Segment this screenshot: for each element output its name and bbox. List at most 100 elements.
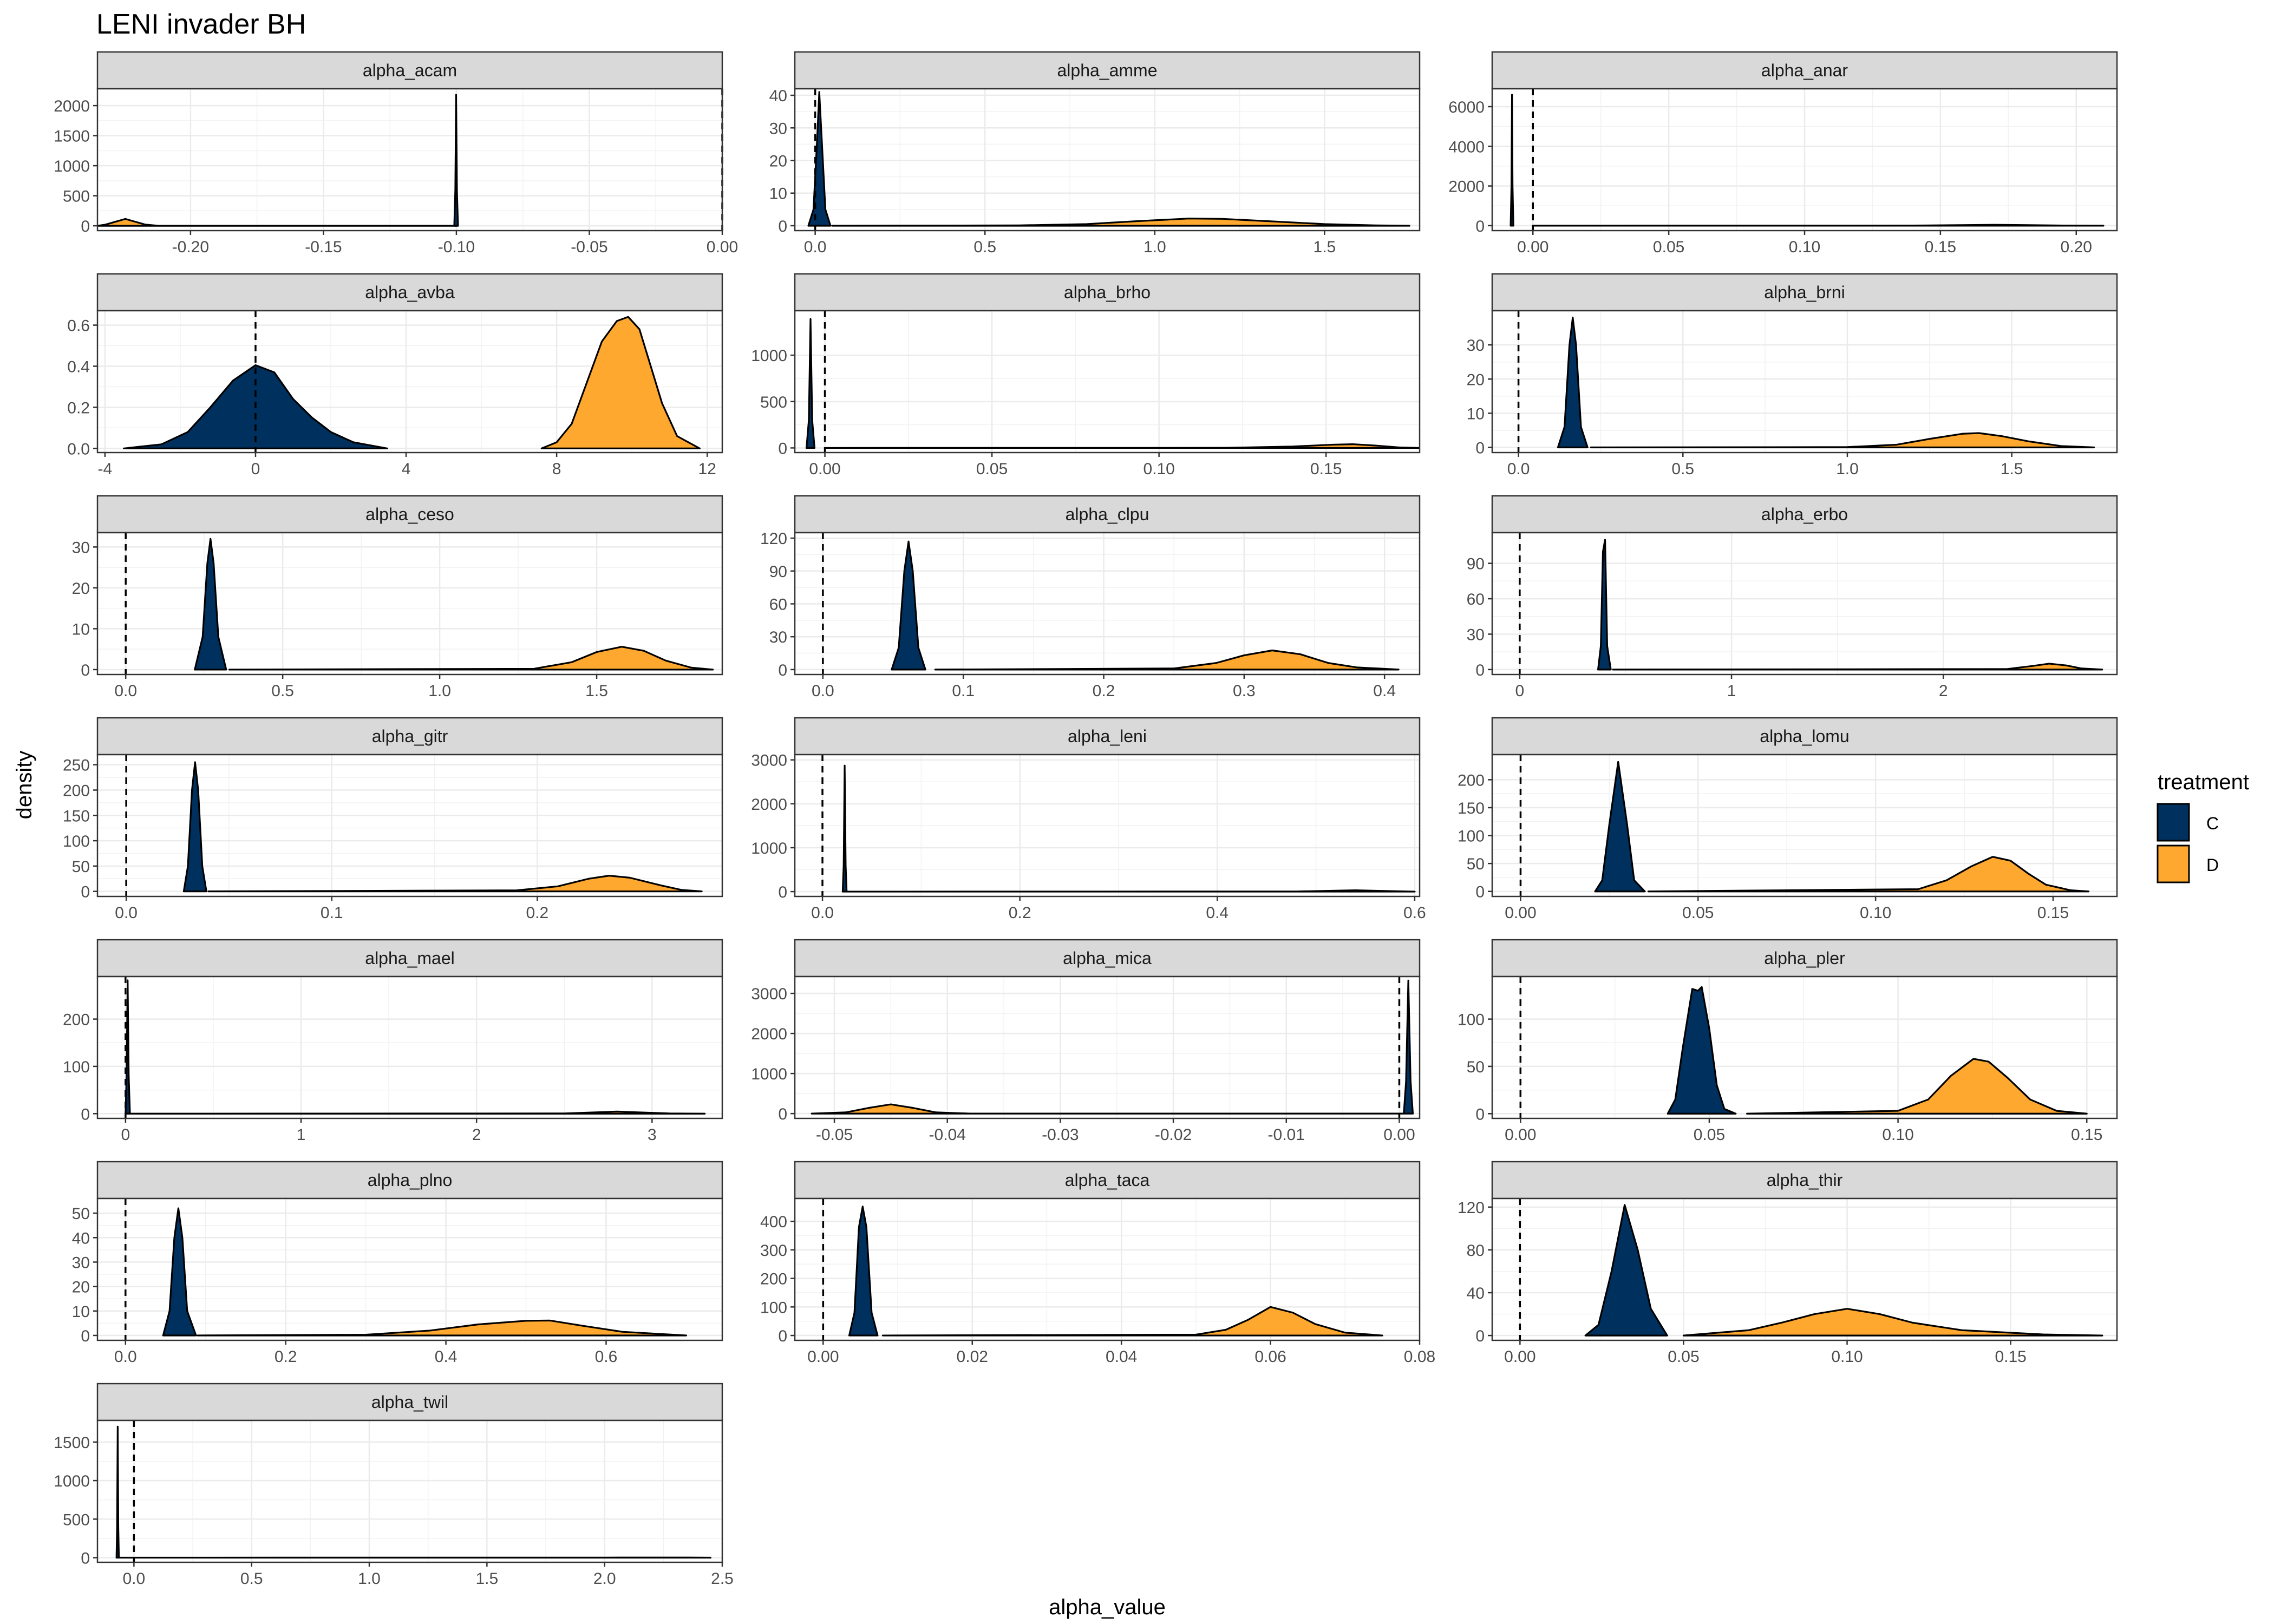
y-tick-label: 1000 [751, 1065, 787, 1083]
x-tick-label: 0 [251, 460, 260, 478]
y-tick-label: 10 [1467, 405, 1485, 423]
x-tick-label: 0.10 [1882, 1126, 1913, 1144]
x-tick-label: 0.10 [1860, 904, 1891, 922]
y-axis-title: density [12, 751, 36, 820]
facet-alpha_amme: alpha_amme 0.0 0.5 1.0 1.5 0 10 20 30 40 [769, 51, 1421, 256]
x-tick-label: 2 [1939, 682, 1948, 700]
y-tick-label: 60 [1467, 591, 1485, 608]
y-tick-label: 0 [81, 1327, 90, 1345]
facet-strip-label: alpha_avba [365, 283, 455, 302]
x-tick-label: 0.0 [811, 904, 834, 922]
facet-alpha_anar: alpha_anar 0.00 0.05 0.10 0.15 0.20 0 2000 4000 6… [1448, 51, 2118, 256]
panel-border [1491, 1197, 2118, 1341]
y-tick-label: 400 [760, 1213, 787, 1231]
x-tick-label: -0.01 [1268, 1126, 1305, 1144]
x-tick-label: 8 [552, 460, 561, 478]
facet-alpha_plno: alpha_plno 0.0 0.2 0.4 0.6 0 10 20 30 40 50 [72, 1161, 723, 1366]
y-tick-label: 0 [1475, 662, 1485, 679]
y-tick-label: 1000 [54, 158, 90, 175]
x-tick-label: 0.15 [1925, 238, 1956, 256]
facet-strip-label: alpha_brni [1764, 283, 1845, 302]
y-tick-label: 30 [72, 1254, 90, 1272]
density-layer [806, 318, 1420, 449]
facet-strip [96, 51, 723, 90]
x-tick-label: 0.00 [1517, 238, 1548, 256]
y-tick-label: 30 [1467, 337, 1485, 355]
x-tick-label: 0.5 [240, 1570, 263, 1588]
panel-background [795, 1199, 1420, 1340]
density-layer [811, 979, 1414, 1115]
y-tick-label: 150 [63, 807, 90, 825]
y-tick-label: 20 [769, 153, 787, 171]
legend-key-c [2157, 803, 2190, 842]
y-tick-label: 50 [1467, 855, 1485, 873]
x-tick-label: 0.06 [1254, 1348, 1286, 1366]
panel-border [1491, 310, 2118, 454]
density-d [1590, 432, 2095, 449]
y-tick-label: 200 [63, 782, 90, 800]
facet-strip [1491, 1161, 2118, 1200]
panel-border [96, 1419, 723, 1563]
facet-strip [1491, 717, 2118, 756]
y-tick-label: 0.6 [67, 317, 90, 335]
panel-border [794, 754, 1421, 898]
facet-strip-label: alpha_lomu [1760, 726, 1849, 746]
x-tick-label: 0.05 [1694, 1126, 1725, 1144]
panel-border [1491, 88, 2118, 232]
y-tick-label: 200 [760, 1271, 787, 1288]
x-tick-label: 3 [648, 1126, 657, 1144]
y-tick-label: 0 [1475, 440, 1485, 457]
facet-alpha_lomu: alpha_lomu 0.00 0.05 0.10 0.15 0 50 100 150 200 [1458, 717, 2118, 922]
x-tick-label: 0.3 [1233, 682, 1256, 700]
y-tick-label: 50 [72, 1205, 90, 1223]
panel-background [1492, 533, 2117, 675]
x-tick-label: 0.04 [1106, 1348, 1137, 1366]
x-tick-label: 0.1 [321, 904, 343, 922]
density-layer [1584, 1204, 2103, 1337]
x-tick-label: -0.02 [1155, 1126, 1192, 1144]
panel-border [1491, 975, 2118, 1119]
density-d [97, 218, 458, 227]
y-tick-label: 0 [778, 1105, 787, 1123]
density-layer [194, 538, 714, 671]
x-tick-label: 0.15 [1310, 460, 1342, 478]
y-tick-label: 1500 [54, 1434, 90, 1452]
density-layer [1594, 761, 2090, 893]
x-tick-label: 0.00 [809, 460, 840, 478]
y-tick-label: 120 [760, 530, 787, 548]
panel-border [794, 310, 1421, 454]
panel-background [97, 1199, 722, 1340]
y-tick-label: 1500 [54, 128, 90, 146]
density-layer [1667, 986, 2088, 1115]
x-tick-label: 0.0 [1507, 460, 1530, 478]
y-tick-label: 30 [72, 539, 90, 556]
density-d [934, 649, 1400, 671]
x-tick-label: 2 [472, 1126, 481, 1144]
facet-strip [794, 1161, 1421, 1200]
facet-alpha_ceso: alpha_ceso 0.0 0.5 1.0 1.5 0 10 20 30 [72, 495, 723, 700]
density-c [1584, 1204, 1668, 1337]
density-c [1403, 979, 1414, 1115]
x-tick-label: 0.4 [1206, 904, 1229, 922]
x-tick-label: 0.5 [973, 238, 996, 256]
x-tick-label: 2.5 [711, 1570, 734, 1588]
density-d [197, 1319, 688, 1337]
x-tick-label: 0.4 [1373, 682, 1396, 700]
facet-strip [794, 939, 1421, 978]
facet-alpha_acam: alpha_acam -0.20 -0.15 -0.10 -0.05 0.00 0 500 10… [54, 51, 738, 256]
facet-strip-label: alpha_leni [1068, 726, 1147, 746]
density-layer [841, 764, 1416, 893]
facet-alpha_brho: alpha_brho 0.00 0.05 0.10 0.15 0 500 1000 [751, 273, 1421, 478]
panel-border [96, 88, 723, 232]
facet-strip [1491, 51, 2118, 90]
y-tick-label: 0 [1475, 1105, 1485, 1123]
facet-alpha_gitr: alpha_gitr 0.0 0.1 0.2 0 50 100 150 200 250 [63, 717, 723, 922]
density-d [1532, 224, 2105, 227]
density-d [831, 218, 1410, 227]
x-tick-label: 0.00 [1505, 904, 1536, 922]
y-tick-label: 2000 [751, 1025, 787, 1043]
panel-border [1491, 754, 2118, 898]
x-tick-label: 1.5 [475, 1570, 498, 1588]
y-tick-label: 500 [63, 188, 90, 206]
facet-strip [96, 273, 723, 312]
